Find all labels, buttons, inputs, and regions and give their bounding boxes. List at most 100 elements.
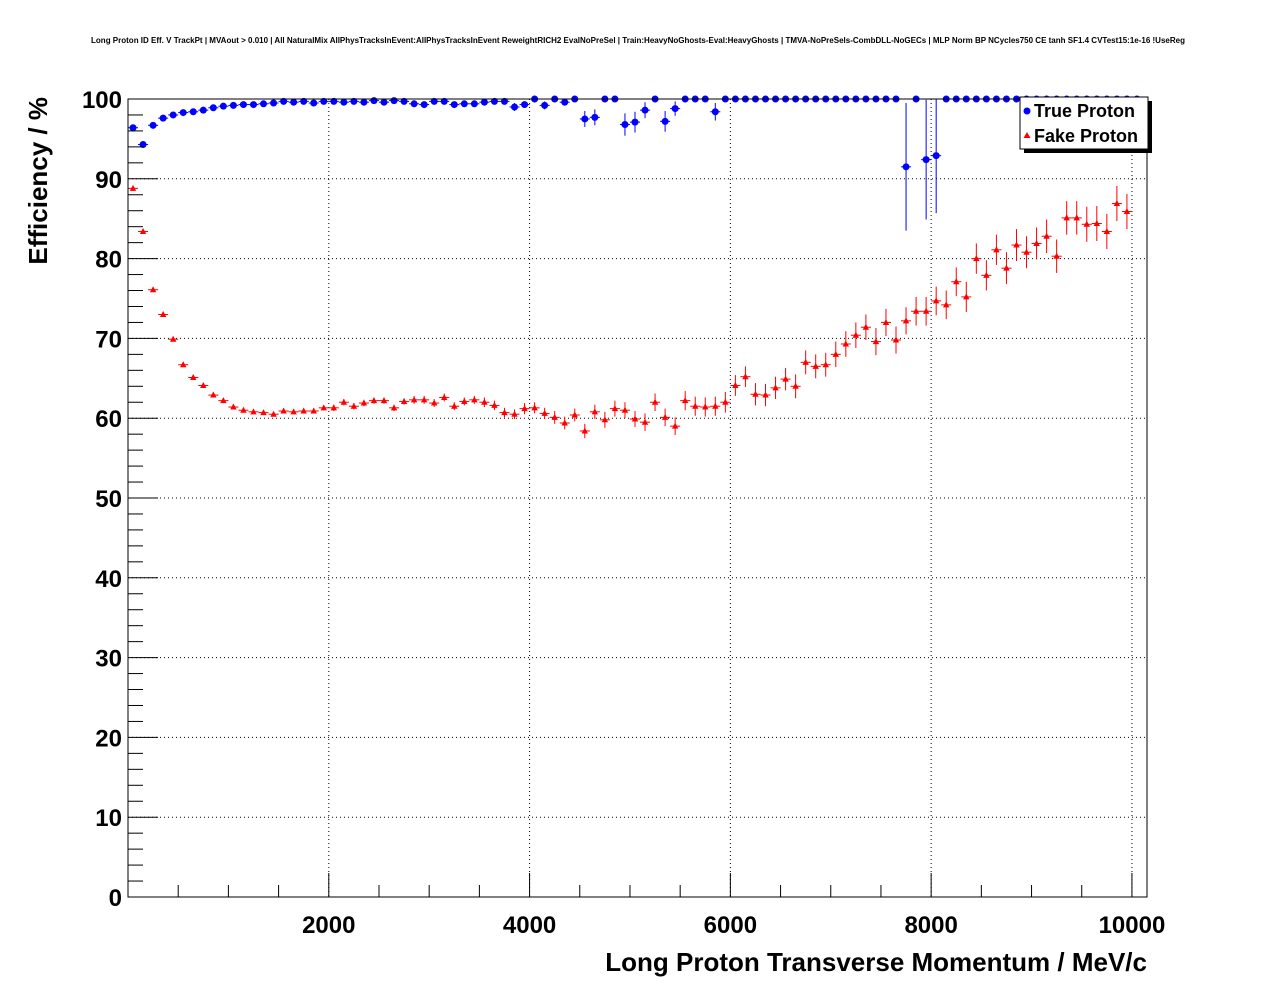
point-marker [440,97,448,105]
data-point [278,407,289,414]
point-marker [159,114,167,122]
point-marker [571,411,578,418]
point-marker [872,338,880,345]
point-marker [752,390,759,397]
data-point [178,109,189,117]
data-point [148,286,159,293]
y-tick-label: 60 [95,406,122,433]
data-point [348,402,359,410]
point-marker [621,121,629,129]
point-marker [711,108,719,116]
data-point [358,98,369,106]
point-marker [521,405,528,412]
data-point [258,100,269,108]
point-marker [792,382,799,389]
data-point [318,97,329,105]
point-marker [350,402,358,409]
data-point [288,408,299,415]
data-point [619,402,630,419]
data-point [338,398,349,406]
data-point [278,97,289,105]
data-point [348,97,359,105]
point-marker [541,409,548,416]
point-marker [802,358,809,365]
point-marker [370,397,378,404]
data-point [499,407,510,418]
data-point [399,397,410,405]
point-marker [631,415,639,422]
data-point [971,243,982,274]
point-marker [822,361,829,368]
x-tick-label: 2000 [302,912,355,939]
data-point [640,413,651,431]
data-point [358,399,369,407]
data-point [569,408,580,422]
x-axis-title: Long Proton Transverse Momentum / MeV/c [605,947,1147,977]
data-point [1121,193,1132,230]
point-marker [832,350,839,357]
point-marker [511,410,518,417]
data-point [389,97,400,105]
point-marker [420,396,428,403]
data-point [800,350,811,375]
data-point [1031,227,1042,260]
data-point [579,423,590,439]
data-point [318,404,329,411]
data-point [168,335,179,342]
data-point [459,100,470,108]
series-true-proton [128,95,1142,231]
point-marker [310,407,317,414]
point-marker [470,100,478,108]
point-marker [149,121,157,129]
data-point [539,101,550,110]
data-point [138,140,149,148]
data-series [128,95,1142,439]
point-marker [460,100,468,108]
data-point [539,407,550,419]
point-marker [1053,252,1060,259]
data-point [469,395,480,404]
point-marker [430,97,438,105]
data-point [158,310,169,317]
data-point [228,101,239,109]
data-point [820,352,831,377]
data-point [720,391,731,413]
data-point [931,99,942,214]
data-point [559,98,570,106]
y-tick-label: 10 [95,805,122,832]
data-point [368,397,379,404]
point-marker [561,419,568,426]
point-marker [862,323,870,330]
point-marker [300,97,308,105]
point-marker [189,108,197,116]
data-point [208,104,219,112]
point-marker [441,393,448,400]
point-marker [742,373,749,380]
point-marker [611,405,619,412]
data-point [850,322,861,348]
data-point [921,296,932,326]
point-marker [491,401,498,408]
legend-true-proton-marker [1023,107,1031,115]
data-point [228,403,239,410]
point-marker [551,413,558,420]
point-marker [330,97,338,105]
data-point [188,374,199,381]
point-marker [1083,220,1090,227]
data-point [308,407,319,414]
data-point [409,395,420,404]
data-point [248,408,259,415]
data-point [409,100,420,108]
point-marker [641,106,649,114]
point-marker [1023,248,1030,255]
point-marker [340,98,348,106]
point-marker [1123,208,1131,215]
x-tick-label: 8000 [904,912,957,939]
point-marker [1043,232,1050,239]
point-marker [410,100,418,108]
point-marker [1003,264,1010,271]
point-marker [712,402,719,409]
legend-true-proton-label: True Proton [1034,101,1135,121]
data-point [1101,213,1112,250]
